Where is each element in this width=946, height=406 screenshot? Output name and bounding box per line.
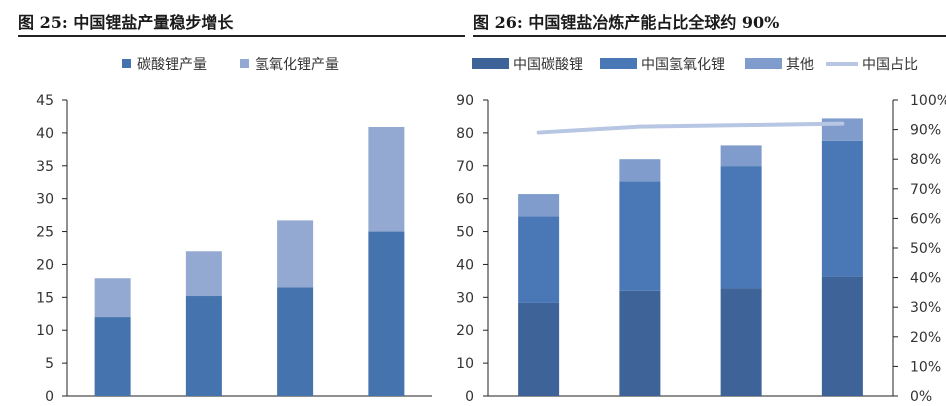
right-y2-tick-label: 80% xyxy=(910,152,941,168)
right-figure-title: 图 26: 中国锂盐冶炼产能占比全球约 90% xyxy=(473,13,780,32)
left-legend-label: 氢氧化锂产量 xyxy=(255,57,339,73)
right-y-tick-label: 30 xyxy=(456,290,474,306)
right-y-tick-label: 10 xyxy=(456,356,474,372)
left-bar-lithium-carbonate xyxy=(94,317,131,396)
right-y-tick-label: 70 xyxy=(456,159,474,175)
left-figure-title: 图 25: 中国锂盐产量稳步增长 xyxy=(18,13,234,32)
left-bar-lithium-hydroxide xyxy=(368,126,405,232)
left-y-tick-label: 45 xyxy=(36,93,54,109)
left-bar-lithium-hydroxide xyxy=(185,251,222,297)
right-y2-tick-label: 30% xyxy=(910,300,941,316)
right-legend-label: 中国氢氧化锂 xyxy=(641,57,725,73)
right-y-tick-label: 0 xyxy=(465,389,474,405)
right-y-tick-label: 20 xyxy=(456,323,474,339)
right-y2-tick-label: 60% xyxy=(910,211,941,227)
left-bar-lithium-hydroxide xyxy=(277,220,314,288)
right-y2-tick-label: 10% xyxy=(910,359,941,375)
left-legend-swatch xyxy=(240,59,249,68)
left-y-tick-label: 5 xyxy=(45,356,54,372)
left-bar-lithium-hydroxide xyxy=(94,278,131,318)
right-bar-china-carbonate xyxy=(821,276,863,396)
left-y-tick-label: 10 xyxy=(36,323,54,339)
left-y-tick-label: 25 xyxy=(36,225,54,241)
right-y-tick-label: 50 xyxy=(456,225,474,241)
right-y2-tick-label: 0% xyxy=(910,389,932,405)
right-bar-china-carbonate xyxy=(619,290,661,396)
left-y-tick-label: 20 xyxy=(36,257,54,273)
left-y-tick-label: 30 xyxy=(36,192,54,208)
right-bar-china-carbonate xyxy=(720,288,762,396)
right-bar-other xyxy=(619,159,661,182)
right-y2-tick-label: 70% xyxy=(910,182,941,198)
right-bar-china-hydroxide xyxy=(619,181,661,291)
right-legend-swatch xyxy=(472,58,509,69)
right-legend-label: 其他 xyxy=(786,57,814,73)
right-bar-china-hydroxide xyxy=(720,166,762,289)
left-legend-swatch xyxy=(122,59,131,68)
right-bar-china-hydroxide xyxy=(821,140,863,277)
right-y2-tick-label: 50% xyxy=(910,241,941,257)
right-y-tick-label: 60 xyxy=(456,192,474,208)
right-y-tick-label: 80 xyxy=(456,126,474,142)
right-bar-china-carbonate xyxy=(518,302,560,396)
right-y2-tick-label: 40% xyxy=(910,271,941,287)
left-legend-label: 碳酸锂产量 xyxy=(137,57,207,73)
left-bar-lithium-carbonate xyxy=(277,287,314,396)
right-legend-swatch xyxy=(600,58,637,69)
left-y-tick-label: 15 xyxy=(36,290,54,306)
right-y-tick-label: 40 xyxy=(456,257,474,273)
right-y2-tick-label: 20% xyxy=(910,330,941,346)
right-china-share-line xyxy=(536,121,845,135)
left-bar-lithium-carbonate xyxy=(185,296,222,396)
left-y-tick-label: 0 xyxy=(45,389,54,405)
right-bar-china-hydroxide xyxy=(518,216,560,303)
right-y2-tick-label: 90% xyxy=(910,123,941,139)
right-title-rule xyxy=(473,35,946,37)
right-legend-swatch xyxy=(745,58,782,69)
left-y-tick-label: 40 xyxy=(36,126,54,142)
right-legend-label: 中国占比 xyxy=(862,57,918,73)
right-y2-tick-label: 100% xyxy=(910,93,946,109)
right-bar-other xyxy=(720,145,762,167)
left-title-rule xyxy=(18,35,465,37)
left-bar-lithium-carbonate xyxy=(368,231,405,396)
right-legend-label: 中国碳酸锂 xyxy=(513,57,583,73)
right-bar-other xyxy=(518,194,560,217)
left-y-tick-label: 35 xyxy=(36,159,54,175)
right-y-tick-label: 90 xyxy=(456,93,474,109)
